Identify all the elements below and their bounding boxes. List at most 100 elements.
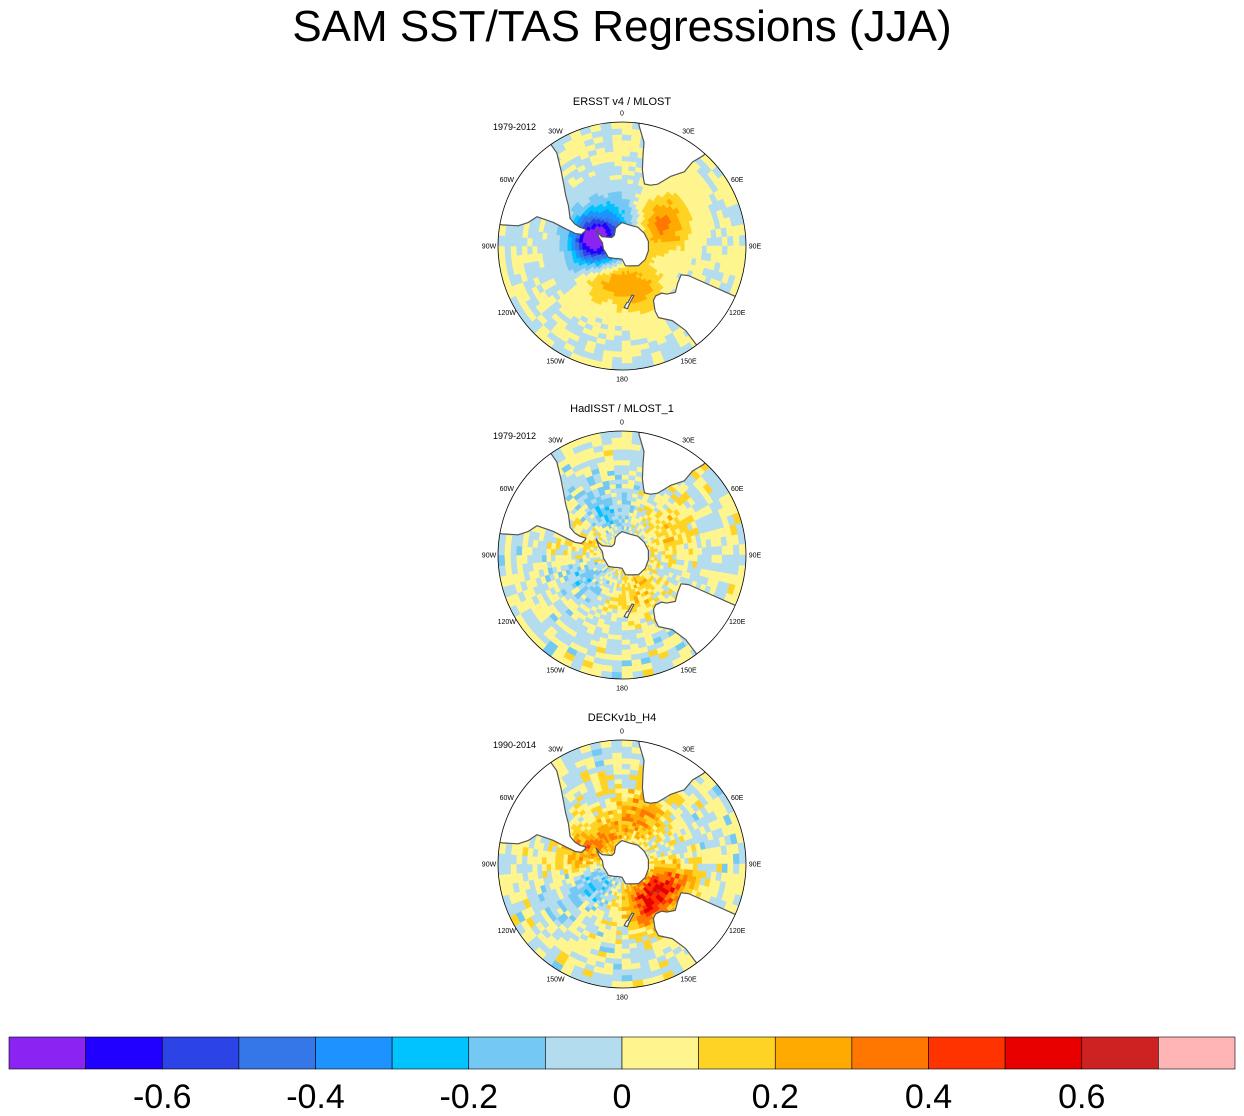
longitude-label: 60E [731, 177, 744, 184]
field-cell [716, 545, 723, 556]
field-cell [621, 325, 630, 332]
new-zealand-landmass [623, 294, 635, 310]
field-cell [621, 271, 625, 276]
field-cell [596, 863, 601, 867]
longitude-label: 30W [548, 437, 563, 444]
field-cell [545, 239, 552, 247]
field-cell [654, 242, 659, 247]
field-cell [536, 245, 543, 254]
field-cell [621, 454, 632, 461]
field-cell [621, 198, 627, 203]
field-cell [570, 241, 576, 247]
field-cell [614, 165, 623, 171]
field-cell [615, 625, 623, 632]
field-cell [613, 330, 623, 337]
field-cell [621, 630, 630, 636]
field-cell [585, 245, 590, 250]
field-cell [613, 464, 623, 471]
field-cell [680, 240, 686, 247]
field-cell [616, 613, 623, 619]
field-cell [510, 544, 517, 556]
field-cell [498, 234, 506, 247]
field-cell [617, 507, 623, 512]
field-cell [727, 235, 734, 247]
field-cell [701, 547, 708, 556]
field-cell [672, 245, 678, 252]
field-cell [621, 285, 627, 290]
field-cell [618, 831, 623, 836]
field-cell [558, 240, 564, 247]
field-cell [621, 128, 633, 136]
field-cell [510, 235, 517, 247]
field-cell [697, 547, 703, 556]
field-cell [716, 245, 723, 256]
field-cell [566, 240, 572, 247]
longitude-label: 120E [729, 619, 746, 626]
field-cell [621, 351, 633, 358]
field-cell [738, 234, 746, 247]
field-cell [661, 241, 666, 247]
field-cell [614, 630, 623, 636]
field-cell [621, 340, 632, 347]
field-cell [531, 237, 538, 247]
field-cell [554, 239, 560, 247]
field-cell [621, 625, 629, 632]
field-cell [621, 194, 627, 200]
figure-title: SAM SST/TAS Regressions (JJA) [292, 2, 952, 51]
field-cell [661, 550, 666, 556]
field-cell [615, 483, 623, 489]
field-cell [654, 551, 659, 556]
field-cell [617, 289, 623, 294]
field-cell [614, 634, 623, 641]
field-cell [688, 554, 694, 562]
field-cell [612, 654, 623, 662]
field-cell [611, 437, 623, 445]
field-cell [615, 312, 623, 318]
field-cell [612, 345, 623, 353]
field-cell [621, 190, 628, 196]
field-cell [701, 238, 708, 247]
field-cell [732, 235, 740, 247]
field-cell [727, 544, 734, 556]
field-cell [621, 437, 633, 445]
field-cell [688, 245, 694, 253]
field-cell [592, 245, 597, 249]
field-cell [562, 549, 568, 556]
field-cell [621, 634, 630, 641]
field-cell [676, 549, 682, 556]
field-cell [618, 522, 623, 527]
field-cell [541, 245, 547, 254]
field-cell [510, 245, 517, 257]
field-cell [531, 546, 538, 556]
field-cell [550, 548, 556, 556]
field-cell [612, 649, 623, 656]
field-cell [621, 671, 634, 679]
field-cell [684, 245, 690, 253]
field-cell [504, 554, 512, 566]
field-cell [621, 487, 629, 493]
field-cell [566, 245, 572, 252]
longitude-label: 0 [620, 420, 624, 427]
field-cell [498, 554, 506, 567]
field-cell [558, 245, 564, 252]
field-cell [672, 240, 678, 247]
field-cell [680, 245, 686, 252]
field-cell [688, 548, 694, 556]
field-cell [716, 554, 723, 565]
field-cell [610, 122, 623, 130]
field-cell [621, 639, 631, 646]
field-cell [562, 240, 568, 247]
field-cell [706, 546, 713, 556]
field-cell [621, 267, 625, 272]
field-cell [611, 134, 623, 141]
field-cell [592, 554, 597, 558]
field-cell [611, 128, 623, 136]
longitude-label: 120W [498, 310, 517, 317]
field-cell [515, 545, 523, 556]
longitude-label: 120W [498, 619, 517, 626]
field-cell [621, 264, 625, 269]
field-cell [621, 583, 626, 588]
field-cell [621, 134, 633, 141]
field-cell [697, 245, 703, 254]
field-cell [613, 150, 623, 157]
